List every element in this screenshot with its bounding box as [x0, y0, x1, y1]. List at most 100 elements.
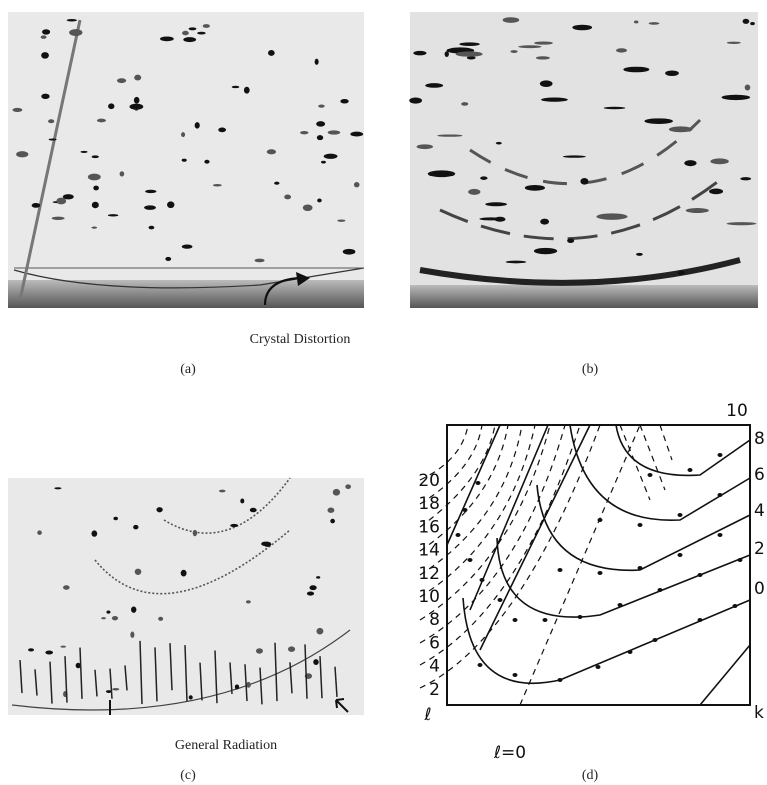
spot — [87, 173, 101, 181]
spot — [119, 171, 125, 177]
spot — [309, 585, 317, 591]
spot — [42, 29, 51, 35]
spot — [107, 214, 119, 217]
spot — [644, 118, 673, 124]
spot — [535, 56, 550, 60]
dot — [557, 568, 563, 572]
bottom-label: ℓ=0 — [493, 743, 526, 763]
photo-a — [8, 12, 365, 308]
right-label: 0 — [754, 579, 765, 599]
spot — [246, 681, 251, 688]
spot — [340, 98, 349, 104]
left-label: 18 — [418, 494, 440, 514]
right-label: 4 — [754, 501, 765, 521]
spot — [249, 507, 257, 513]
dot — [677, 553, 683, 557]
spot — [726, 41, 741, 44]
spot — [31, 203, 41, 208]
streak — [94, 669, 98, 697]
spot — [316, 121, 326, 127]
streak — [124, 665, 128, 691]
spot — [466, 56, 476, 60]
dot — [455, 533, 461, 537]
dot — [497, 598, 503, 602]
spot — [218, 127, 227, 133]
dot — [542, 618, 548, 622]
spot — [129, 103, 144, 110]
streak — [274, 642, 278, 702]
spot — [572, 24, 593, 31]
spot — [744, 84, 751, 91]
right-label: 2 — [754, 539, 765, 559]
spot — [54, 487, 62, 490]
right-axis: k — [754, 703, 764, 723]
left-label: 4 — [429, 657, 440, 677]
streak — [304, 644, 308, 699]
spot — [479, 217, 503, 221]
spot — [437, 134, 463, 137]
photo-c — [8, 477, 364, 715]
spot — [48, 138, 57, 141]
streak — [34, 669, 38, 696]
spot — [427, 170, 456, 178]
spot — [709, 188, 724, 195]
dot — [717, 533, 723, 537]
spot — [721, 94, 751, 101]
panel-label: (a) — [180, 362, 196, 377]
spot — [101, 617, 106, 620]
spot — [327, 507, 335, 513]
dot — [617, 603, 623, 607]
spot — [314, 58, 319, 65]
spot — [204, 159, 210, 164]
spot — [316, 135, 324, 141]
spot — [41, 52, 49, 59]
spot — [267, 50, 275, 56]
panel-label: (b) — [582, 362, 599, 377]
spot — [533, 247, 558, 255]
spot — [710, 158, 729, 165]
spot — [158, 616, 164, 621]
streak — [184, 645, 188, 702]
spot — [111, 615, 119, 621]
dot — [597, 518, 603, 522]
spot — [623, 66, 650, 73]
spot — [56, 197, 67, 205]
spot — [740, 177, 752, 181]
photo-b — [409, 12, 758, 308]
spot — [62, 194, 74, 200]
spot — [317, 198, 322, 203]
spot — [212, 183, 222, 187]
streak — [289, 662, 293, 694]
spot — [615, 48, 628, 53]
dot — [732, 604, 738, 608]
spot — [413, 50, 427, 56]
spot — [502, 17, 520, 23]
dot — [467, 558, 473, 562]
spot — [180, 569, 187, 577]
spot — [350, 131, 364, 137]
streak — [154, 647, 158, 702]
dot — [479, 578, 485, 582]
spot — [596, 213, 628, 220]
spot — [323, 153, 338, 159]
spot — [287, 646, 296, 652]
spot — [425, 83, 444, 88]
spot — [668, 126, 693, 133]
spot — [148, 225, 155, 230]
left-label: 16 — [418, 517, 440, 537]
spot — [302, 204, 313, 212]
spot — [342, 248, 356, 255]
spot — [75, 662, 81, 669]
right-label: 10 — [726, 401, 748, 421]
spot — [91, 201, 99, 209]
spot — [274, 181, 280, 185]
dot — [637, 523, 643, 527]
spot — [80, 150, 88, 153]
spot — [306, 591, 315, 596]
dot — [475, 481, 481, 485]
spot — [106, 610, 111, 614]
spot — [145, 189, 157, 194]
spot — [685, 208, 709, 214]
spot — [91, 155, 99, 159]
spot — [284, 194, 291, 200]
